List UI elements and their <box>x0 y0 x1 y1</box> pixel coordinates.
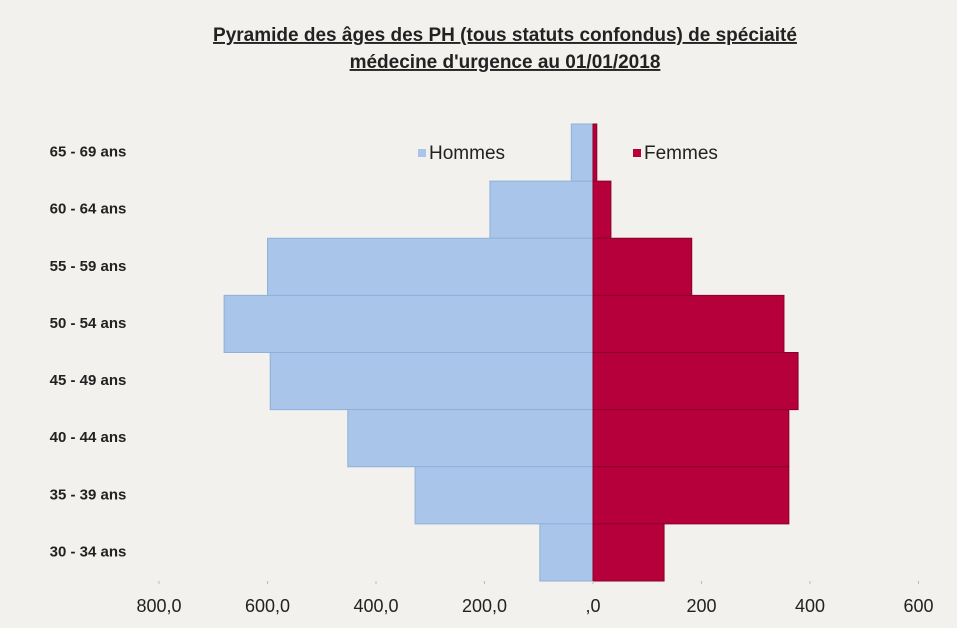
y-tick-label: 60 - 64 ans <box>50 201 127 218</box>
x-tick-label: 200 <box>686 596 716 616</box>
bar <box>592 180 612 239</box>
x-tick-label: ,0 <box>585 596 600 616</box>
bar <box>592 123 598 182</box>
bar <box>592 352 799 411</box>
y-tick-label: 40 - 44 ans <box>50 429 127 446</box>
y-tick-label: 30 - 34 ans <box>50 543 127 560</box>
legend-swatch <box>633 149 641 157</box>
bar <box>592 523 665 582</box>
y-tick-label: 45 - 49 ans <box>50 372 127 389</box>
chart-title: Pyramide des âges des PH (tous statuts c… <box>213 25 797 46</box>
y-tick-label: 55 - 59 ans <box>50 258 127 275</box>
bar <box>570 123 594 182</box>
x-tick-label: 400,0 <box>353 596 398 616</box>
bar <box>267 237 594 296</box>
y-tick-label: 65 - 69 ans <box>50 144 127 161</box>
bar <box>592 294 785 353</box>
bar <box>347 409 594 468</box>
bar <box>223 294 594 353</box>
bar <box>269 352 594 411</box>
x-tick-label: 600,0 <box>245 596 290 616</box>
x-tick-label: 400 <box>795 596 825 616</box>
y-tick-label: 50 - 54 ans <box>50 315 127 332</box>
bar <box>592 409 790 468</box>
bar <box>592 466 790 525</box>
bar <box>539 523 594 582</box>
chart-title: médecine d'urgence au 01/01/2018 <box>350 52 661 73</box>
legend-label: Hommes <box>429 143 505 164</box>
legend-label: Femmes <box>644 143 718 164</box>
y-tick-label: 35 - 39 ans <box>50 486 127 503</box>
x-tick-label: 800,0 <box>136 596 181 616</box>
x-tick-label: 200,0 <box>462 596 507 616</box>
bar <box>414 466 594 525</box>
bar <box>592 237 693 296</box>
x-tick-label: 600 <box>903 596 933 616</box>
bar <box>489 180 594 239</box>
legend-swatch <box>418 149 426 157</box>
